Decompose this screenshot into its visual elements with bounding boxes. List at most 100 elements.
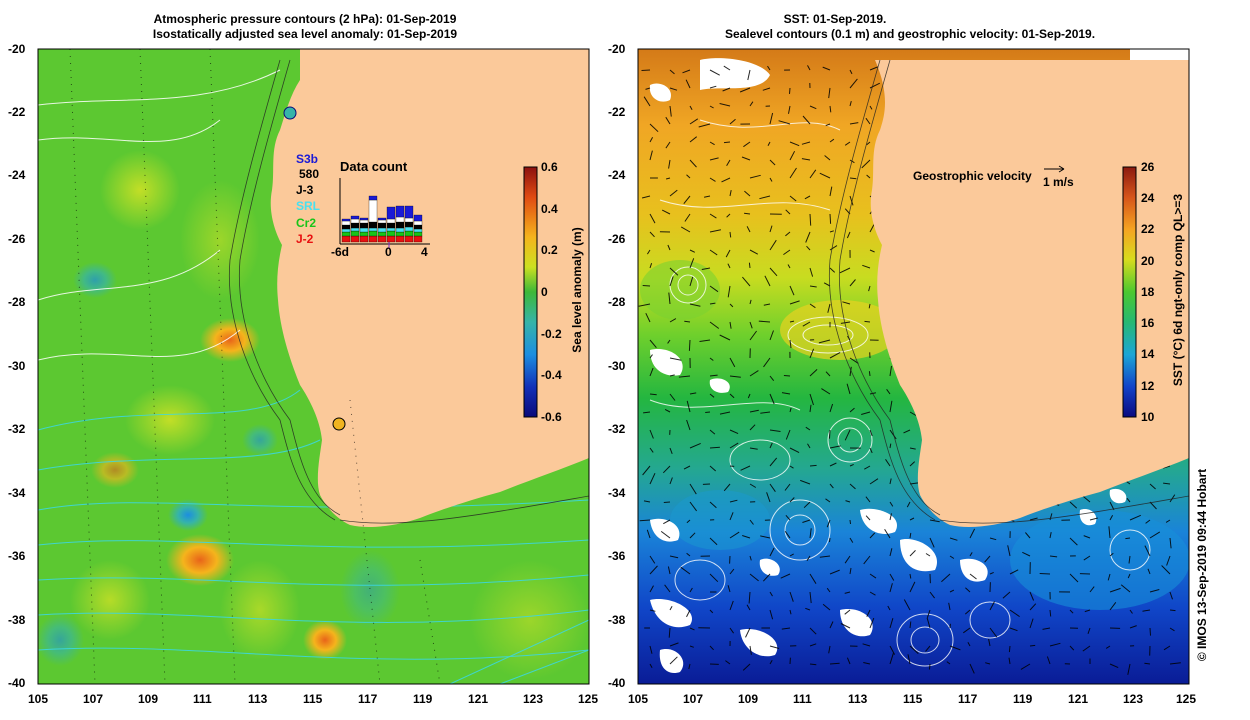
velocity-arrow — [862, 264, 871, 269]
velocity-arrow — [1163, 465, 1171, 469]
lon-tick: 109 — [738, 692, 759, 706]
velocity-arrow — [828, 87, 831, 99]
hist-bar-segment — [359, 219, 369, 224]
velocity-arrow — [709, 177, 716, 182]
hist-bar-segment — [395, 235, 405, 243]
velocity-arrow — [665, 177, 671, 180]
velocity-arrow — [689, 159, 697, 168]
sst-cbar-tick: 12 — [1141, 379, 1155, 393]
velocity-arrow — [925, 553, 931, 557]
velocity-arrow — [909, 621, 912, 629]
velocity-arrow — [780, 573, 791, 579]
velocity-arrow — [1109, 515, 1114, 521]
velocity-arrow — [649, 447, 654, 453]
velocity-arrow — [869, 82, 881, 89]
velocity-arrow — [863, 555, 871, 565]
lon-tick: 113 — [848, 692, 868, 706]
velocity-arrow — [769, 177, 773, 182]
velocity-arrow — [739, 87, 751, 93]
hist-bar-segment — [359, 227, 369, 233]
velocity-arrow — [1009, 609, 1020, 618]
velocity-arrow — [789, 447, 800, 454]
velocity-arrow — [802, 519, 811, 523]
velocity-arrow — [809, 643, 817, 647]
hist-bar-segment — [341, 228, 351, 233]
sla-cbar-tick: 0.6 — [541, 160, 558, 174]
velocity-arrow — [669, 318, 677, 323]
velocity-arrow — [889, 429, 897, 440]
velocity-arrow — [849, 122, 859, 125]
velocity-arrow — [1144, 662, 1151, 665]
velocity-arrow — [767, 65, 771, 71]
sst-cbar-tick: 22 — [1141, 222, 1155, 236]
velocity-arrow — [1029, 517, 1038, 521]
velocity-arrow — [758, 320, 771, 323]
velocity-arrow — [839, 267, 851, 274]
velocity-arrow — [1049, 555, 1058, 558]
velocity-arrow — [1089, 586, 1095, 593]
velocity-arrow — [819, 172, 831, 179]
lat-tick: -22 — [8, 105, 26, 119]
velocity-arrow — [865, 515, 871, 521]
australia-land-right — [870, 60, 1189, 528]
velocity-arrow — [769, 393, 775, 405]
velocity-arrow — [1008, 657, 1011, 665]
velocity-arrow — [785, 209, 791, 215]
hist-bar-segment — [350, 218, 360, 224]
velocity-arrow — [749, 573, 759, 582]
velocity-arrow — [749, 555, 752, 561]
velocity-arrow — [709, 141, 715, 146]
velocity-arrow — [781, 392, 791, 395]
lon-tick: 109 — [138, 692, 159, 706]
velocity-arrow — [667, 244, 671, 251]
hist-bar-segment — [404, 205, 414, 219]
hist-bar-segment — [359, 231, 369, 237]
velocity-arrow — [969, 528, 976, 539]
velocity-arrow — [1049, 642, 1061, 647]
velocity-arrow — [941, 573, 951, 583]
velocity-arrow — [778, 120, 791, 125]
velocity-arrow — [705, 411, 711, 413]
velocity-arrow — [809, 591, 812, 604]
velocity-arrow — [727, 263, 731, 269]
velocity-arrow — [769, 442, 773, 449]
velocity-legend-label: Geostrophic velocity — [913, 169, 1032, 183]
velocity-arrow — [844, 609, 851, 615]
velocity-arrow — [684, 320, 691, 323]
sst-cbar-tick: 24 — [1141, 191, 1155, 205]
velocity-arrow — [689, 442, 701, 449]
velocity-arrow — [963, 627, 971, 634]
velocity-arrow — [829, 537, 831, 543]
sat-cr2: Cr2 — [296, 216, 317, 230]
velocity-arrow — [649, 263, 653, 269]
velocity-arrow — [689, 276, 694, 287]
velocity-arrow — [1049, 609, 1052, 617]
sst-field — [638, 49, 1189, 684]
velocity-arrow — [884, 528, 891, 539]
lat-tick: -28 — [8, 295, 26, 309]
velocity-arrow — [1107, 573, 1111, 581]
velocity-arrow — [763, 303, 771, 306]
lon-tick: 119 — [413, 692, 433, 706]
velocity-arrow — [649, 565, 658, 575]
velocity-arrow — [801, 141, 811, 145]
velocity-arrow — [729, 627, 735, 634]
velocity-arrow — [649, 367, 654, 377]
hist-bar-segment — [350, 215, 360, 220]
velocity-arrow — [643, 96, 651, 107]
velocity-arrow — [827, 303, 831, 313]
lon-tick: 125 — [578, 692, 599, 706]
velocity-arrow — [669, 87, 678, 91]
velocity-arrow — [829, 445, 841, 449]
velocity-arrow — [1169, 609, 1176, 612]
velocity-arrow — [749, 299, 752, 305]
velocity-arrow — [862, 643, 871, 647]
velocity-arrow — [1149, 483, 1156, 490]
velocity-arrow — [646, 249, 651, 255]
velocity-arrow — [686, 519, 691, 524]
lat-tick: -36 — [608, 549, 626, 563]
lon-tick: 111 — [793, 692, 812, 706]
velocity-arrow — [729, 442, 739, 449]
velocity-arrow — [783, 375, 791, 377]
velocity-arrow — [748, 262, 751, 269]
